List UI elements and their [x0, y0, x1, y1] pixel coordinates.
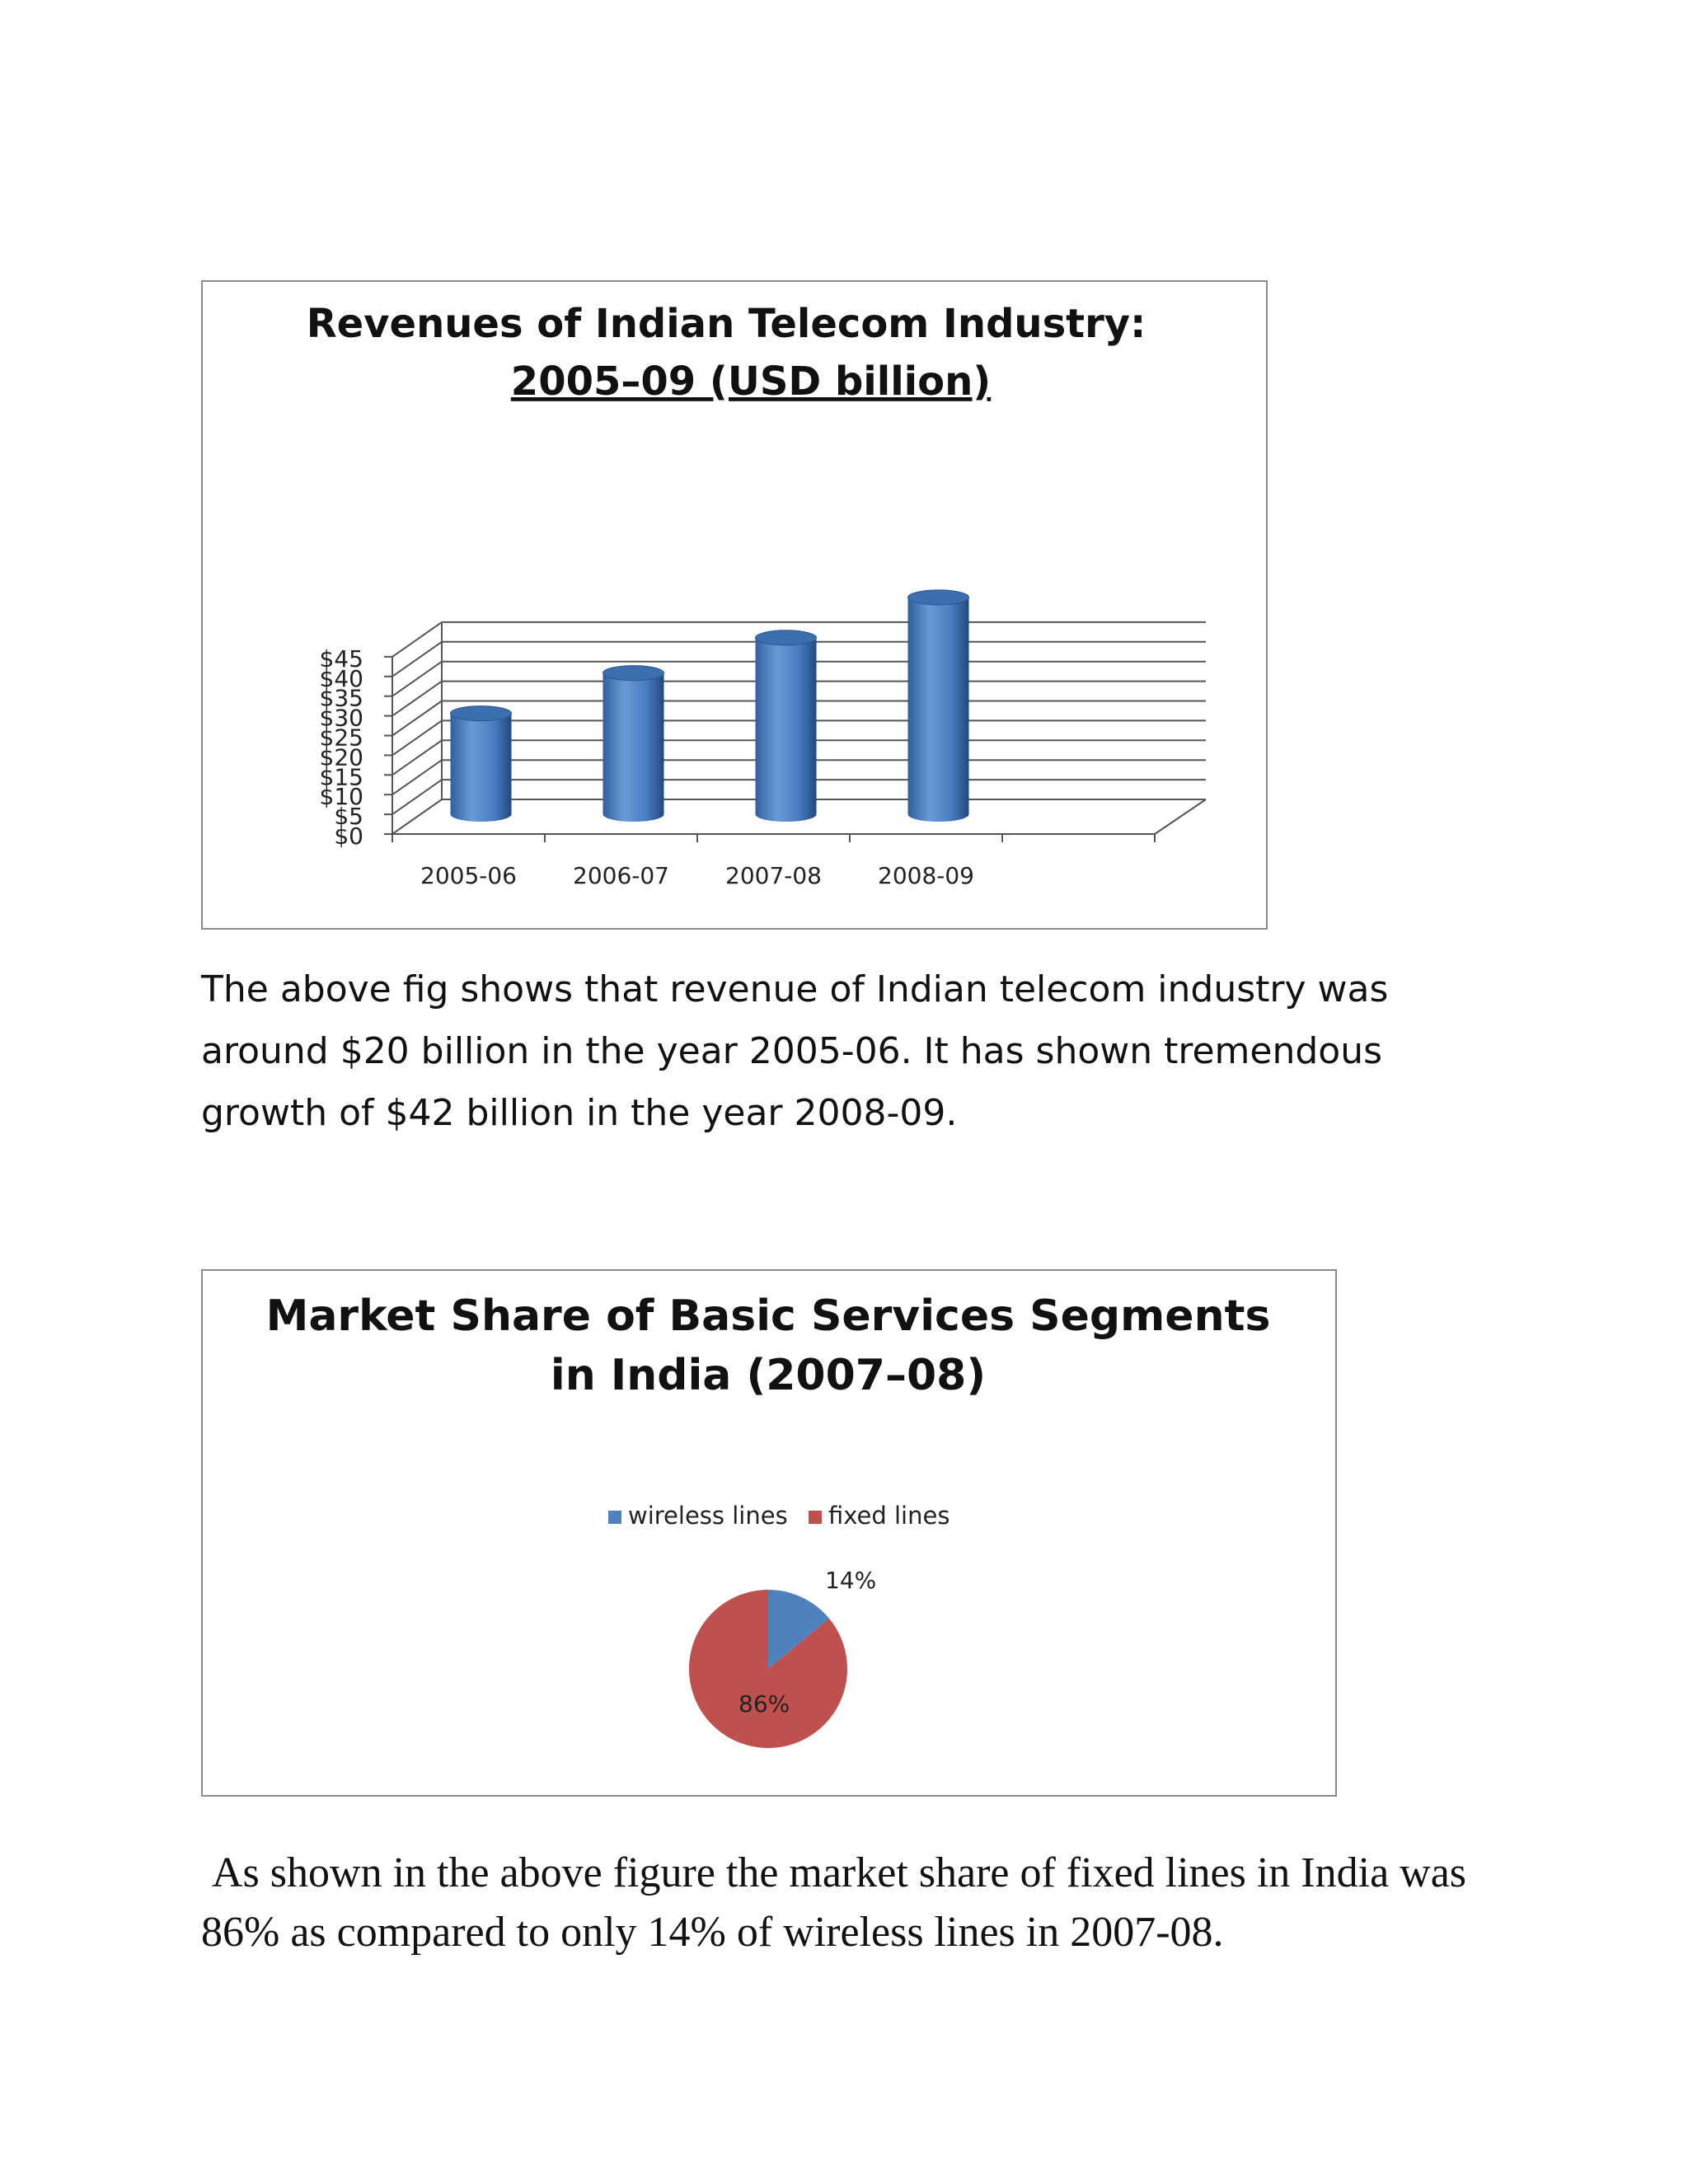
- y-tick-label: $20: [320, 743, 363, 771]
- legend-label-wireless-lines: wireless lines: [628, 1502, 788, 1530]
- pie-data-label: 14%: [825, 1567, 876, 1594]
- paragraph-market-share: As shown in the above figure the market …: [201, 1849, 1478, 1956]
- y-tick-label: $25: [320, 724, 363, 752]
- gridline-side: [392, 759, 443, 796]
- x-tick-label: 2006-07: [573, 862, 669, 889]
- legend-label-fixed-lines: fixed lines: [828, 1502, 950, 1530]
- bar-chart-grid: [392, 621, 1206, 835]
- gridline-side: [392, 779, 443, 815]
- gridline-side: [392, 719, 443, 757]
- pie-chart-title-line1: Market Share of Basic Services Segments: [266, 1291, 1271, 1341]
- gridline-side: [392, 680, 443, 717]
- y-tick-label: $0: [334, 823, 363, 850]
- bar-2007-08: [755, 637, 817, 822]
- paragraph-revenue: The above fig shows that revenue of Indi…: [201, 968, 1389, 1134]
- pie-chart-legend: wireless lines fixed lines: [608, 1502, 950, 1530]
- x-tick-label: 2007-08: [725, 862, 822, 889]
- bar-2005-06: [450, 713, 512, 822]
- market-share-pie-chart-svg: Market Share of Basic Services Segments …: [266, 1291, 1271, 1748]
- floor-edge: [1154, 799, 1207, 835]
- y-tick-label: $15: [320, 763, 363, 790]
- gridline-side: [392, 739, 443, 776]
- bar-chart-title-line2: 2005–09 (USD billion): [511, 359, 991, 405]
- x-tick-label: 2008-09: [878, 862, 974, 889]
- gridline-side: [392, 799, 443, 835]
- bar-chart-bars: [450, 589, 969, 822]
- y-tick-label: $30: [320, 705, 363, 732]
- pie-chart-slices: 14% 86%: [688, 1567, 876, 1748]
- x-tick-label: 2005-06: [420, 862, 517, 889]
- bar-chart-labels: $0$5$10$15$20$25$30$35$40$45 2005-06 2006-…: [320, 645, 974, 889]
- y-tick-label: $40: [320, 665, 363, 692]
- bar-top-2005-06: [450, 705, 512, 722]
- bar-top-2007-08: [755, 630, 817, 646]
- y-tick-label: $45: [320, 645, 363, 673]
- bar-2008-09: [907, 597, 969, 822]
- gridline-side: [392, 660, 443, 697]
- legend-swatch-fixed-lines: [809, 1511, 822, 1524]
- bar-chart-axis: [384, 621, 1207, 842]
- gridline-side: [392, 621, 443, 658]
- bar-top-2008-09: [907, 589, 969, 606]
- pie-slice-wireless-lines: [768, 1590, 829, 1669]
- bar-chart-title-line1: Revenues of Indian Telecom Industry:: [307, 301, 1146, 347]
- y-tick-label: $5: [334, 803, 363, 830]
- revenue-bar-chart: Revenues of Indian Telecom Industry: 200…: [201, 280, 1268, 930]
- y-tick-label: $10: [320, 783, 363, 810]
- market-share-pie-chart: Market Share of Basic Services Segments …: [201, 1269, 1337, 1797]
- pie-data-label: 86%: [738, 1690, 790, 1718]
- revenue-bar-chart-svg: Revenues of Indian Telecom Industry: 200…: [307, 301, 1207, 889]
- gridline-side: [392, 700, 443, 737]
- pie-chart-title-line2: in India (2007–08): [551, 1351, 986, 1400]
- gridline-side: [392, 640, 443, 677]
- pie-slice-fixed-lines: [688, 1590, 847, 1748]
- legend-swatch-wireless-lines: [608, 1511, 621, 1524]
- y-tick-label: $35: [320, 685, 363, 712]
- bar-top-2006-07: [603, 665, 664, 682]
- bar-2006-07: [603, 673, 664, 822]
